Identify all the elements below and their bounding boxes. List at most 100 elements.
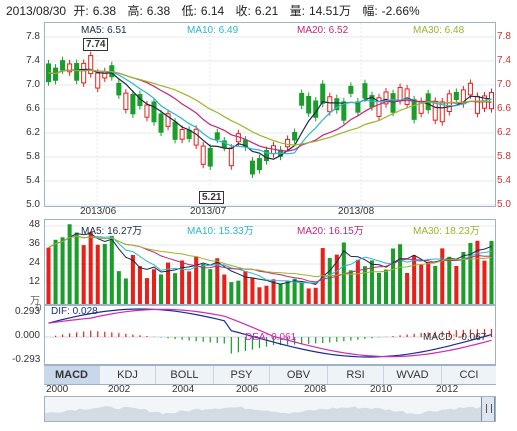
candle [249, 157, 255, 178]
candle [130, 90, 136, 118]
macd-chart [45, 308, 495, 358]
candle [172, 118, 178, 144]
volume-bar [116, 271, 121, 304]
range-handle[interactable] [481, 397, 495, 421]
volume-bar [173, 273, 178, 304]
volume-value: 14.51万 [308, 4, 351, 18]
dea-line [48, 308, 492, 358]
candle [453, 88, 459, 104]
tab-boll[interactable]: BOLL [156, 366, 214, 384]
candle [67, 59, 73, 76]
volume-bar [243, 271, 248, 304]
date-label-aug: 2013/08 [338, 206, 375, 217]
ma5-legend: MA5: 6.51 [81, 25, 127, 36]
volume-bar [123, 278, 128, 304]
candle [376, 93, 382, 121]
volume-bar [187, 271, 192, 304]
volume-bar [74, 232, 79, 304]
ma20-legend: MA20: 6.52 [297, 25, 349, 36]
price-y-tick-right-4: 6.2 [497, 127, 511, 138]
volume-bar [95, 244, 100, 304]
volume-bar [208, 269, 213, 304]
date-label-jul: 2013/07 [190, 206, 227, 217]
volume-bar [109, 235, 114, 304]
volume-bar [405, 272, 410, 304]
volume-bar [102, 243, 107, 304]
tab-psy[interactable]: PSY [214, 366, 270, 384]
vol-ma-line-0 [48, 232, 492, 285]
price-y-tick-3: 6.6 [26, 103, 40, 114]
volume-bar [398, 244, 403, 304]
candle [404, 84, 410, 109]
volume-bar [433, 265, 438, 304]
volume-bar [222, 274, 227, 304]
year-2010: 2010 [370, 384, 393, 395]
change-label: 幅: [362, 4, 378, 18]
volume-bar [475, 240, 480, 304]
volume-bar [313, 287, 318, 304]
change-value: -2.66% [381, 4, 420, 18]
volume-bar [46, 247, 51, 304]
low-price-marker: 5.21 [199, 191, 225, 204]
price-y-tick-7: 5.0 [26, 199, 40, 210]
volume-bar [454, 265, 459, 304]
vol-ma30-legend: MA30: 18.23万 [413, 226, 480, 237]
candle [200, 142, 206, 169]
volume-bar [412, 255, 417, 304]
candle [193, 125, 199, 150]
tab-rsi[interactable]: RSI [328, 366, 384, 384]
candle [102, 67, 108, 82]
ma10-legend: MA10: 6.49 [187, 25, 239, 36]
volume-bar [362, 266, 367, 304]
volume-bar [264, 285, 269, 304]
tab-cci[interactable]: CCI [459, 369, 479, 381]
ma-line-1 [48, 69, 492, 155]
price-chart-panel[interactable]: MA5: 6.51 MA10: 6.49 MA20: 6.52 MA30: 6.… [44, 22, 496, 207]
candle [334, 94, 340, 114]
year-2006: 2006 [236, 384, 259, 395]
volume-y-tick-3: 12 [28, 276, 40, 287]
volume-bar [201, 264, 206, 304]
open-label: 开: [73, 4, 89, 18]
high-value: 6.38 [146, 4, 171, 18]
volume-bar [369, 260, 374, 304]
low-value: 6.14 [200, 4, 225, 18]
candle [292, 128, 298, 145]
ma-line-0 [48, 68, 492, 160]
volume-bar [489, 240, 494, 304]
volume-bar [461, 252, 466, 304]
candle [383, 87, 389, 108]
price-y-tick-right-3: 6.6 [497, 103, 511, 114]
year-2004: 2004 [172, 384, 195, 395]
macd-chart-panel[interactable]: DIF: 0.028 DEA: 0.061 MACD: -0.067 [44, 305, 496, 365]
candle [355, 97, 361, 117]
volume-bar [144, 278, 149, 304]
price-y-tick-0: 7.8 [26, 31, 40, 42]
volume-chart-panel[interactable]: MA5: 16.27万 MA10: 15.33万 MA20: 16.15万 MA… [44, 219, 496, 305]
vol-ma5-legend: MA5: 16.27万 [81, 226, 143, 237]
price-y-tick-5: 5.8 [26, 151, 40, 162]
timeline-navigator[interactable] [44, 396, 496, 422]
tab-kdj[interactable]: KDJ [100, 366, 156, 384]
candle [418, 97, 424, 118]
open-value: 6.38 [92, 4, 117, 18]
year-2008: 2008 [304, 384, 327, 395]
candle [348, 82, 354, 98]
volume-bar [419, 264, 424, 304]
ma-line-3 [48, 69, 492, 146]
overview-area [45, 406, 481, 421]
volume-bar [376, 272, 381, 304]
candle [306, 92, 312, 118]
candle [74, 59, 80, 85]
volume-bar [215, 258, 220, 304]
tab-macd[interactable]: MACD [44, 366, 100, 384]
dif-legend: DIF: 0.028 [51, 306, 98, 317]
macd-y-tick-1: 0.000 [14, 330, 40, 341]
volume-bar [236, 280, 241, 304]
tab-obv[interactable]: OBV [270, 366, 328, 384]
dea-legend: DEA: 0.061 [245, 332, 297, 343]
candle [88, 51, 94, 78]
candle [299, 89, 305, 110]
vol-ma20-legend: MA20: 16.15万 [297, 226, 364, 237]
tab-wvad[interactable]: WVAD [384, 366, 442, 384]
